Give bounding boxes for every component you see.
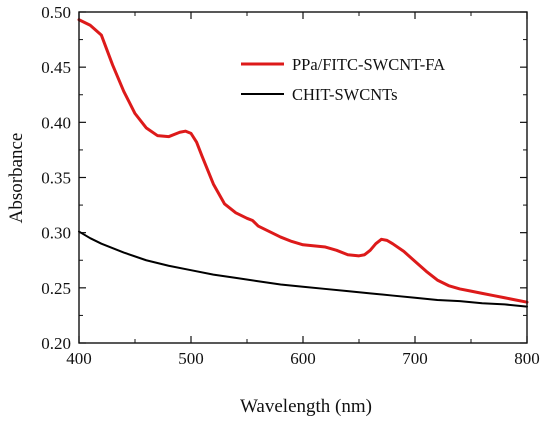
x-tick-label: 800 [514, 349, 540, 368]
y-tick-label: 0.30 [41, 224, 71, 243]
y-axis-title: Absorbance [6, 133, 27, 224]
legend: PPa/FITC-SWCNT-FA CHIT-SWCNTs [241, 55, 445, 104]
x-tick-labels: 400 500 600 700 800 [66, 349, 540, 368]
legend-label-chit: CHIT-SWCNTs [292, 85, 398, 104]
series-lines [77, 18, 529, 308]
x-tick-label: 500 [178, 349, 204, 368]
legend-label-ppa: PPa/FITC-SWCNT-FA [292, 55, 445, 74]
y-tick-label: 0.45 [41, 58, 71, 77]
y-tick-label: 0.35 [41, 169, 71, 188]
y-tick-label: 0.40 [41, 113, 71, 132]
x-tick-label: 400 [66, 349, 92, 368]
y-tick-label: 0.25 [41, 279, 71, 298]
y-axis-label: Absorbance [6, 133, 27, 224]
y-tick-labels: 0.20 0.25 0.30 0.35 0.40 0.45 0.50 [41, 3, 71, 353]
x-tick-label: 700 [402, 349, 428, 368]
x-tick-label: 600 [290, 349, 316, 368]
y-tick-label: 0.50 [41, 3, 71, 22]
series-line-chit [78, 230, 528, 308]
series-line-ppa [77, 18, 529, 304]
x-axis-label: Wavelength (nm) [240, 396, 372, 417]
plot-frame [78, 11, 528, 344]
y-tick-label: 0.20 [41, 334, 71, 353]
